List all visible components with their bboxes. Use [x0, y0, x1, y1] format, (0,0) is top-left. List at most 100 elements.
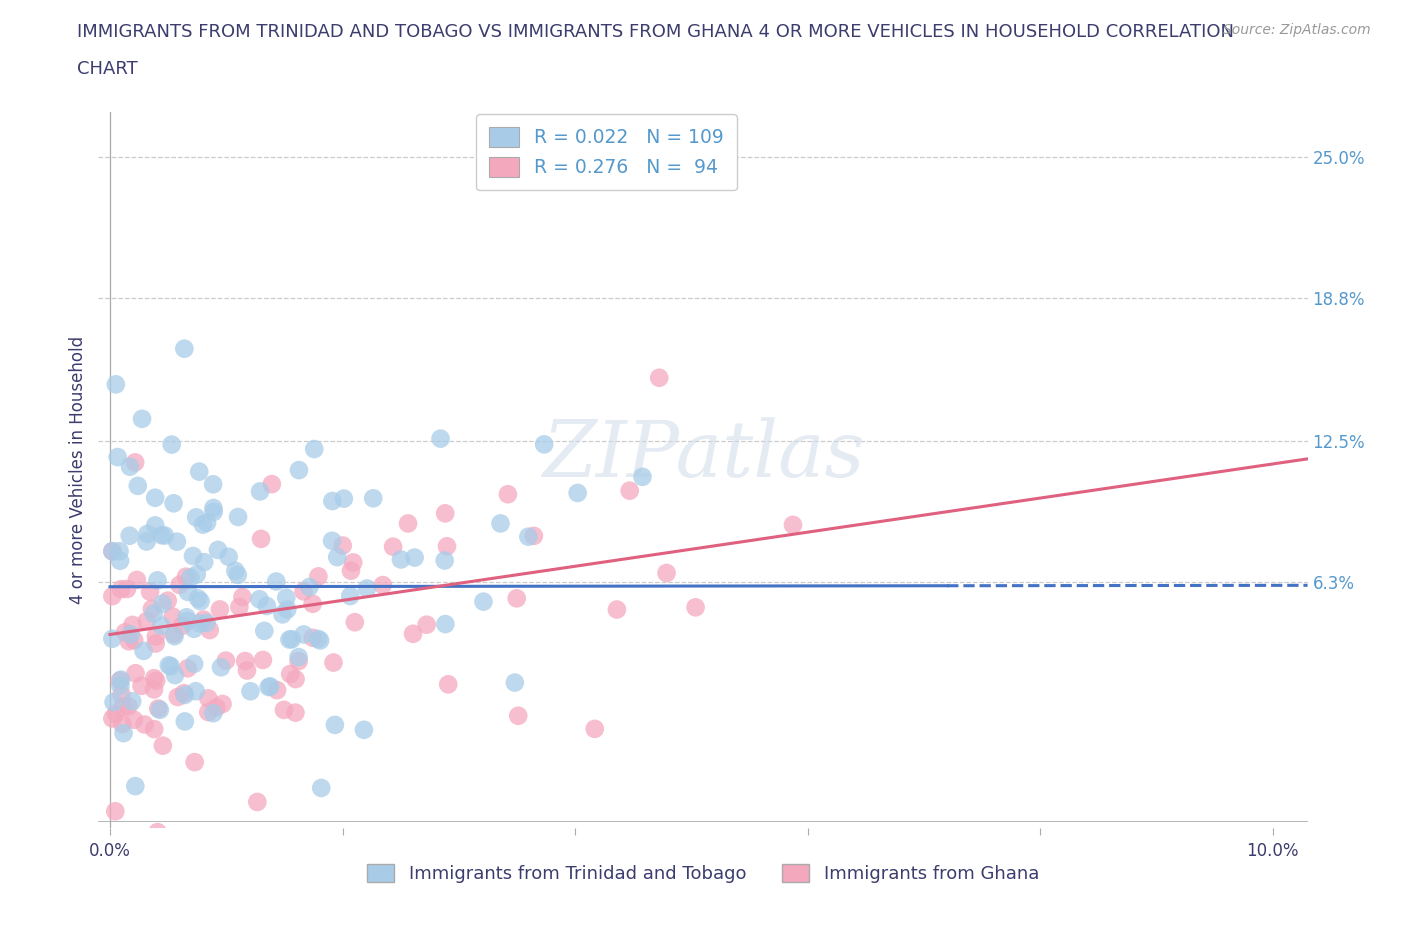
Point [266, 683, 288, 698]
Point [326, 550, 349, 565]
Point [259, 679, 281, 694]
Point [505, 591, 527, 605]
Point [342, 555, 364, 570]
Point [183, 657, 205, 671]
Point [131, 411, 153, 426]
Point [173, 341, 195, 356]
Point [218, 550, 240, 565]
Point [104, 377, 127, 392]
Point [396, 516, 419, 531]
Point [260, 477, 283, 492]
Point [101, 544, 124, 559]
Point [124, 666, 146, 681]
Point [183, 754, 205, 769]
Point [121, 618, 143, 632]
Point [156, 593, 179, 608]
Point [655, 565, 678, 580]
Point [287, 654, 309, 669]
Point [353, 723, 375, 737]
Point [191, 517, 214, 532]
Point [205, 700, 228, 715]
Point [533, 437, 555, 452]
Point [145, 636, 167, 651]
Point [188, 464, 211, 479]
Point [112, 725, 135, 740]
Point [231, 590, 253, 604]
Point [436, 538, 458, 553]
Point [429, 432, 451, 446]
Text: IMMIGRANTS FROM TRINIDAD AND TOBAGO VS IMMIGRANTS FROM GHANA 4 OR MORE VEHICLES : IMMIGRANTS FROM TRINIDAD AND TOBAGO VS I… [77, 23, 1234, 41]
Point [356, 581, 378, 596]
Point [124, 778, 146, 793]
Point [389, 552, 412, 567]
Point [437, 677, 460, 692]
Point [117, 698, 139, 713]
Point [187, 591, 209, 605]
Point [249, 484, 271, 498]
Point [186, 510, 208, 525]
Point [606, 602, 628, 617]
Point [122, 712, 145, 727]
Point [152, 738, 174, 753]
Point [107, 449, 129, 464]
Point [224, 564, 246, 578]
Point [103, 695, 125, 710]
Point [118, 634, 141, 649]
Point [146, 573, 169, 588]
Point [197, 691, 219, 706]
Text: ZIPatlas: ZIPatlas [541, 418, 865, 494]
Point [195, 616, 218, 631]
Point [257, 680, 280, 695]
Point [135, 614, 157, 629]
Point [249, 591, 271, 606]
Point [246, 794, 269, 809]
Point [176, 610, 198, 625]
Point [309, 780, 332, 795]
Point [184, 684, 207, 698]
Point [142, 606, 165, 621]
Point [434, 506, 457, 521]
Point [433, 553, 456, 568]
Point [176, 661, 198, 676]
Point [173, 685, 195, 700]
Point [415, 618, 437, 632]
Point [648, 370, 671, 385]
Point [159, 658, 181, 673]
Point [173, 714, 195, 729]
Point [111, 717, 134, 732]
Point [583, 722, 606, 737]
Point [193, 612, 215, 627]
Point [183, 621, 205, 636]
Point [207, 542, 229, 557]
Point [278, 667, 301, 682]
Point [135, 534, 157, 549]
Point [333, 491, 356, 506]
Point [163, 627, 186, 642]
Point [489, 516, 512, 531]
Point [284, 671, 307, 686]
Point [195, 515, 218, 530]
Point [124, 455, 146, 470]
Point [101, 711, 124, 726]
Point [685, 600, 707, 615]
Point [153, 528, 176, 543]
Point [163, 668, 186, 683]
Point [149, 702, 172, 717]
Point [174, 569, 197, 584]
Point [340, 564, 363, 578]
Point [253, 623, 276, 638]
Point [115, 581, 138, 596]
Point [292, 584, 315, 599]
Point [503, 675, 526, 690]
Point [101, 589, 124, 604]
Point [125, 573, 148, 588]
Point [309, 633, 332, 648]
Point [517, 529, 540, 544]
Point [114, 625, 136, 640]
Point [202, 504, 225, 519]
Point [256, 599, 278, 614]
Point [136, 526, 159, 541]
Point [150, 528, 173, 543]
Point [110, 582, 132, 597]
Point [211, 697, 233, 711]
